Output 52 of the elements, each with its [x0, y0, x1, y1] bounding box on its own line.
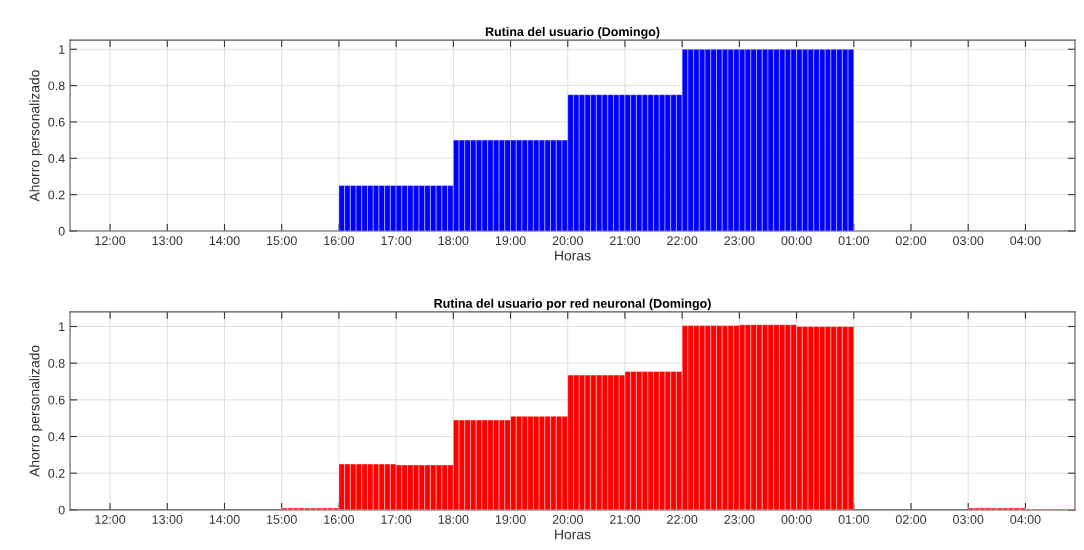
y-tick-label: 0.8 [48, 358, 65, 368]
x-tick-label: 00:00 [781, 236, 812, 246]
x-tick-label: 04:00 [1010, 236, 1041, 246]
x-tick-label: 14:00 [209, 236, 240, 246]
y-axis-title: Ahorro personalizado [29, 70, 43, 202]
x-tick-label: 02:00 [895, 236, 927, 246]
chart-title: Rutina del usuario (Domingo) [485, 26, 660, 39]
x-tick-label: 17:00 [381, 236, 412, 246]
x-tick-label: 03:00 [953, 236, 984, 246]
x-tick-label: 04:00 [1010, 515, 1041, 524]
x-tick-label: 16:00 [324, 236, 355, 246]
x-tick-label: 20:00 [552, 236, 583, 246]
x-tick-label: 23:00 [724, 515, 755, 524]
x-tick-label: 15:00 [267, 236, 297, 246]
y-tick-label: 1 [59, 322, 65, 332]
x-tick-label: 15:00 [267, 515, 297, 524]
y-tick-label: 0.8 [48, 81, 65, 91]
y-tick-label: 0.4 [48, 154, 65, 163]
x-tick-label: 22:00 [667, 236, 698, 246]
x-tick-label: 23:00 [724, 236, 755, 246]
x-tick-label: 12:00 [95, 515, 126, 524]
x-tick-label: 21:00 [609, 236, 641, 246]
y-tick-label: 0.4 [48, 432, 65, 442]
y-tick-label: 1 [59, 45, 65, 54]
x-tick-label: 14:00 [209, 515, 240, 524]
y-axis-title: Ahorro personalizado [29, 345, 43, 477]
x-tick-label: 01:00 [838, 515, 869, 524]
x-tick-label: 17:00 [381, 515, 412, 524]
x-tick-label: 13:00 [152, 236, 183, 246]
x-axis-title: Horas [555, 529, 591, 540]
x-tick-label: 03:00 [953, 515, 984, 524]
x-tick-label: 01:00 [838, 236, 869, 246]
x-tick-label: 02:00 [895, 515, 927, 524]
y-tick-label: 0.2 [48, 468, 65, 478]
x-tick-label: 18:00 [438, 515, 469, 524]
x-tick-label: 21:00 [609, 515, 641, 524]
x-tick-label: 00:00 [781, 515, 812, 524]
x-tick-label: 13:00 [152, 515, 183, 524]
x-tick-label: 18:00 [438, 236, 469, 246]
x-tick-label: 16:00 [324, 515, 355, 524]
y-tick-label: 0 [58, 226, 65, 236]
x-axis-title: Horas [555, 250, 591, 261]
x-tick-label: 19:00 [495, 236, 526, 246]
x-tick-label: 20:00 [552, 515, 583, 524]
x-tick-label: 22:00 [667, 515, 698, 524]
x-tick-label: 19:00 [495, 515, 526, 524]
y-tick-label: 0.2 [48, 190, 65, 200]
chart-title: Rutina del usuario por red neuronal (Domingo) [434, 298, 711, 311]
x-tick-label: 12:00 [95, 236, 126, 246]
y-tick-label: 0.6 [48, 395, 65, 405]
y-tick-label: 0 [58, 505, 65, 515]
y-tick-label: 0.6 [48, 117, 65, 127]
